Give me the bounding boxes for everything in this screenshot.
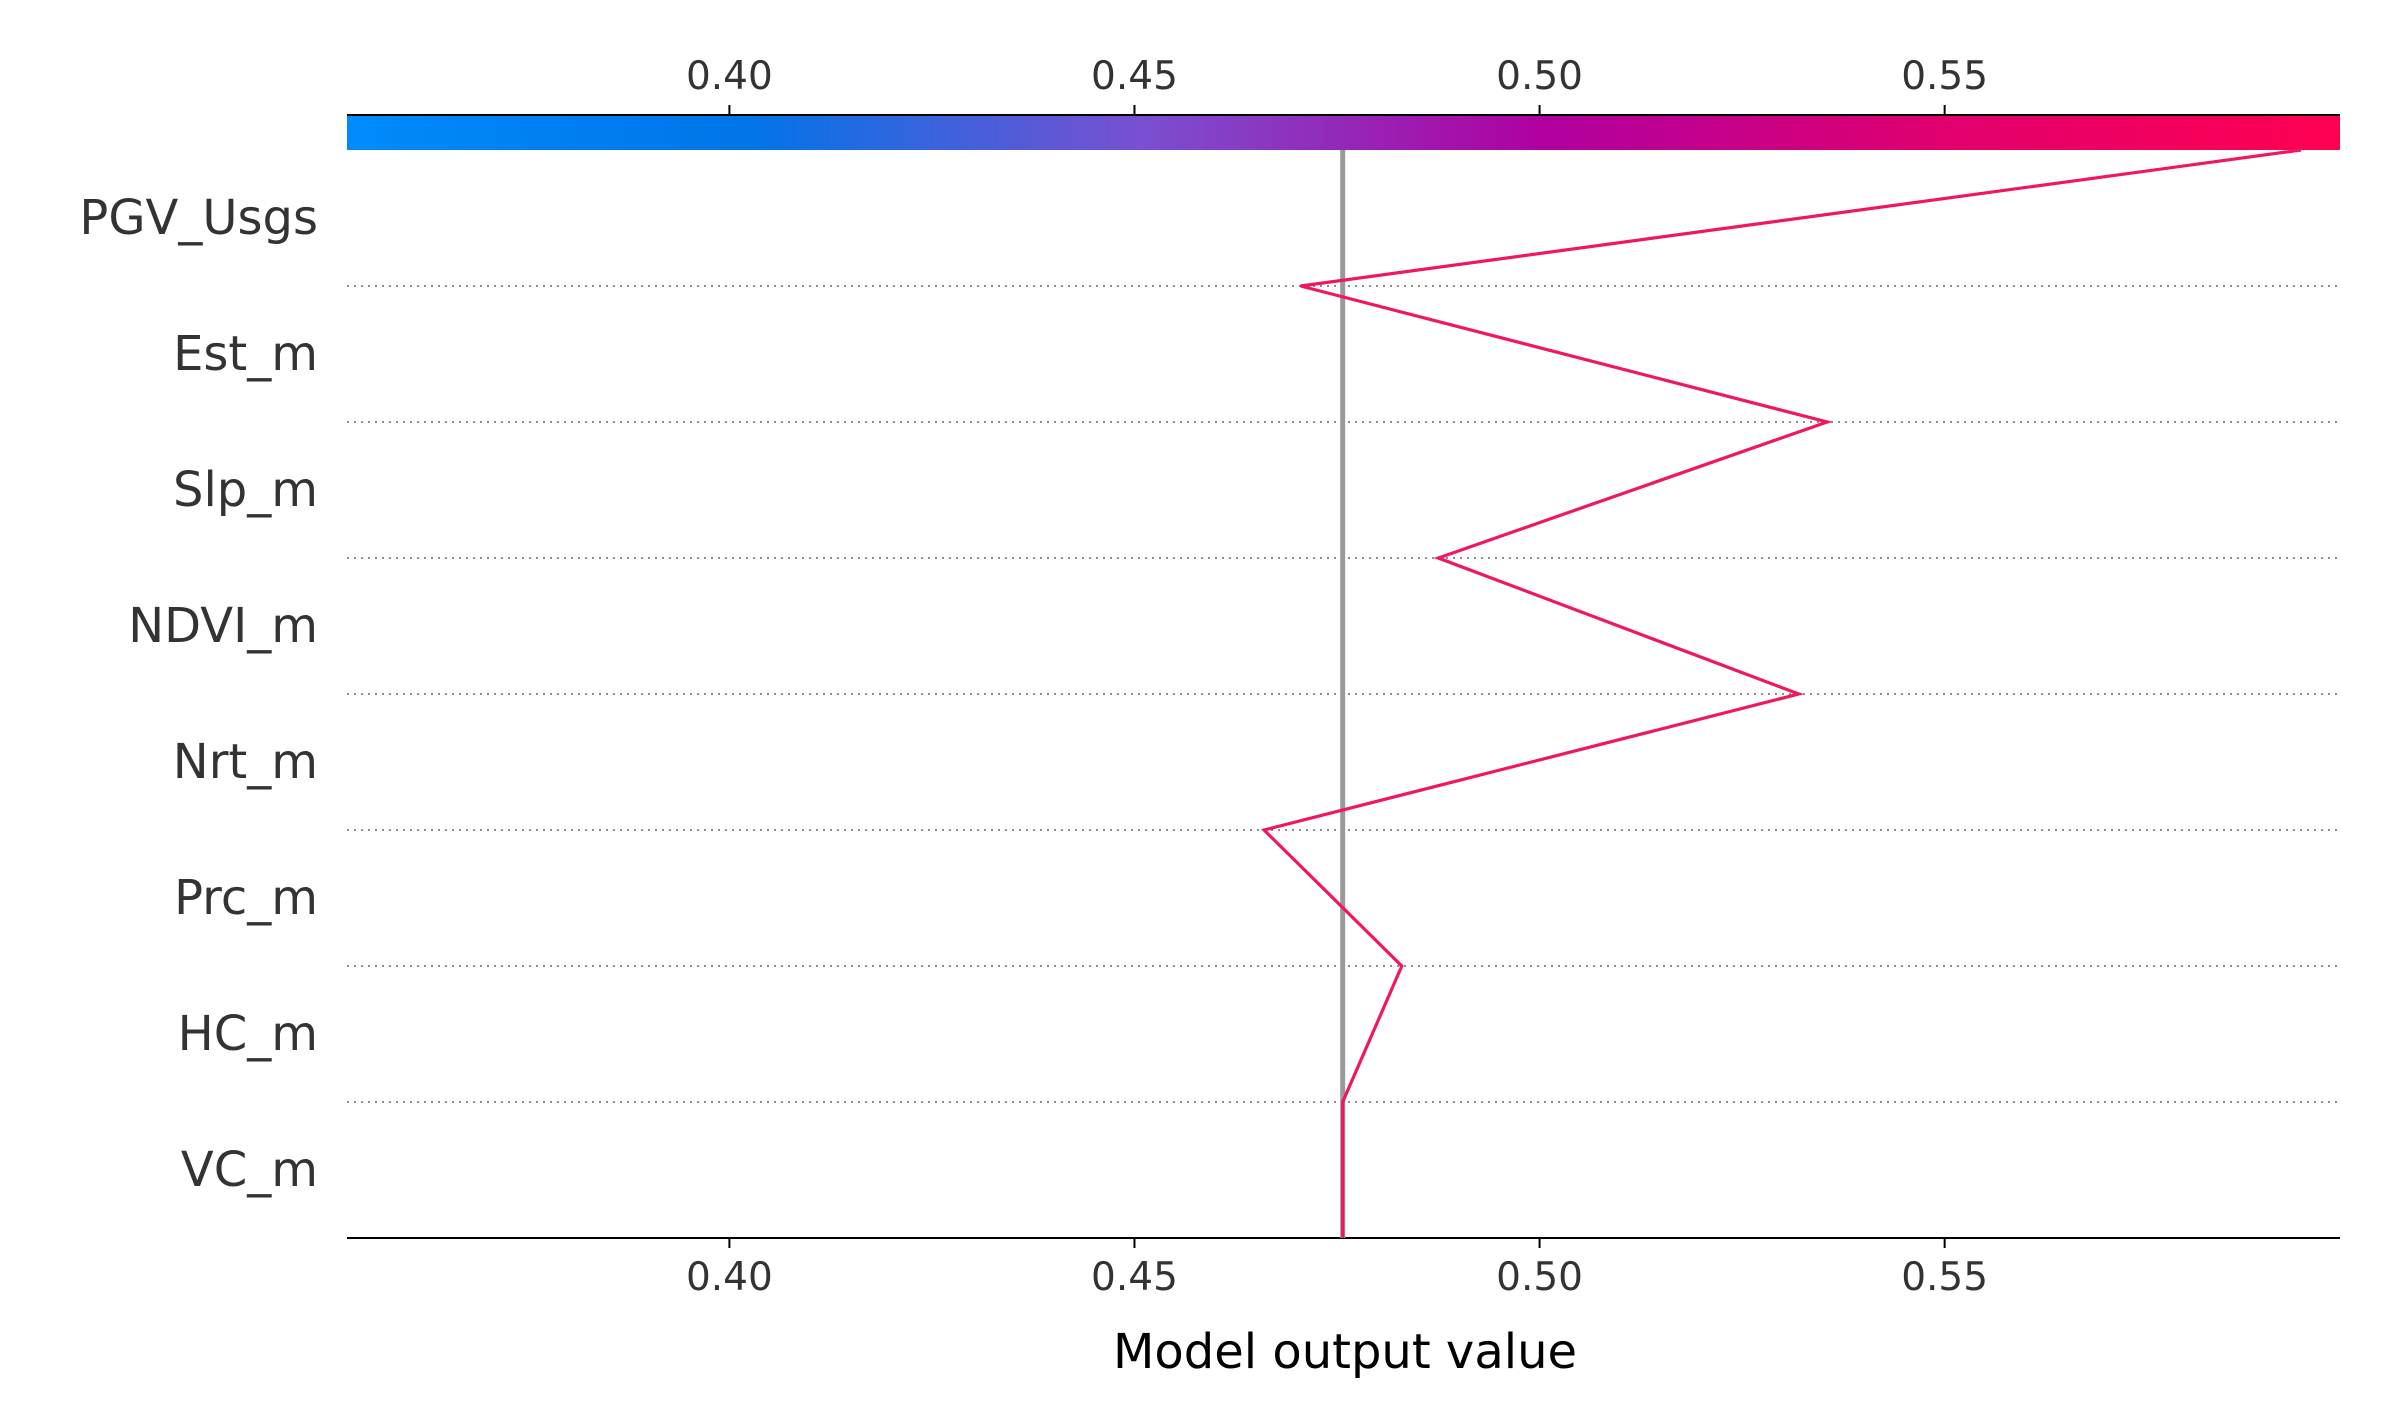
feature-label: NDVI_m bbox=[128, 598, 318, 654]
bottom-tick-label: 0.40 bbox=[686, 1255, 773, 1300]
grid-lines bbox=[347, 285, 2340, 1103]
bottom-axis: 0.40 0.45 0.50 0.55 bbox=[347, 1237, 2340, 1300]
top-tick-label: 0.40 bbox=[686, 54, 773, 99]
bottom-tick-label: 0.45 bbox=[1091, 1255, 1178, 1300]
top-tick-label: 0.45 bbox=[1091, 54, 1178, 99]
feature-label: Nrt_m bbox=[173, 734, 318, 790]
bottom-tick-label: 0.55 bbox=[1901, 1255, 1988, 1300]
x-axis-title: Model output value bbox=[1113, 1324, 1577, 1380]
top-tick-label: 0.50 bbox=[1496, 54, 1583, 99]
bottom-tick-label: 0.50 bbox=[1496, 1255, 1583, 1300]
feature-label: Est_m bbox=[173, 326, 318, 382]
colorbar-gradient bbox=[347, 116, 2340, 150]
feature-labels: PGV_Usgs Est_m Slp_m NDVI_m Nrt_m Prc_m HC_m VC… bbox=[79, 190, 318, 1198]
feature-label: PGV_Usgs bbox=[79, 190, 318, 246]
feature-label: Slp_m bbox=[173, 462, 318, 518]
top-axis: 0.40 0.45 0.50 0.55 bbox=[347, 54, 2340, 116]
colorbar bbox=[347, 116, 2340, 150]
decision-path-line bbox=[1260, 148, 2302, 1238]
top-tick-label: 0.55 bbox=[1901, 54, 1988, 99]
decision-path bbox=[1260, 148, 2302, 1238]
feature-label: Prc_m bbox=[174, 870, 318, 926]
feature-label: HC_m bbox=[178, 1006, 318, 1062]
feature-label: VC_m bbox=[181, 1142, 318, 1198]
